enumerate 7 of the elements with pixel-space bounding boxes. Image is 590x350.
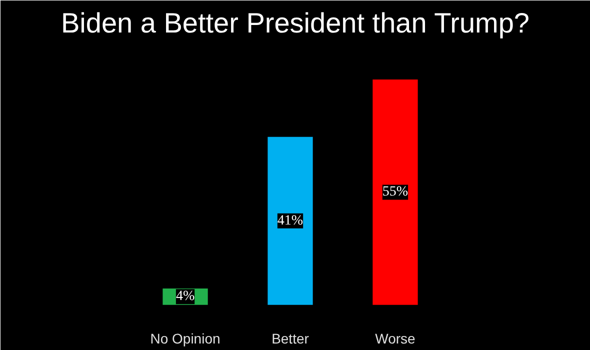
x-tick-label: No Opinion bbox=[150, 330, 220, 346]
data-label: 41% bbox=[277, 213, 304, 228]
x-tick-label: Better bbox=[272, 330, 310, 346]
data-label: 4% bbox=[176, 289, 195, 304]
data-label: 55% bbox=[382, 184, 408, 200]
x-tick-label: Worse bbox=[375, 330, 416, 346]
chart-title: Biden a Better President than Trump? bbox=[61, 8, 530, 38]
